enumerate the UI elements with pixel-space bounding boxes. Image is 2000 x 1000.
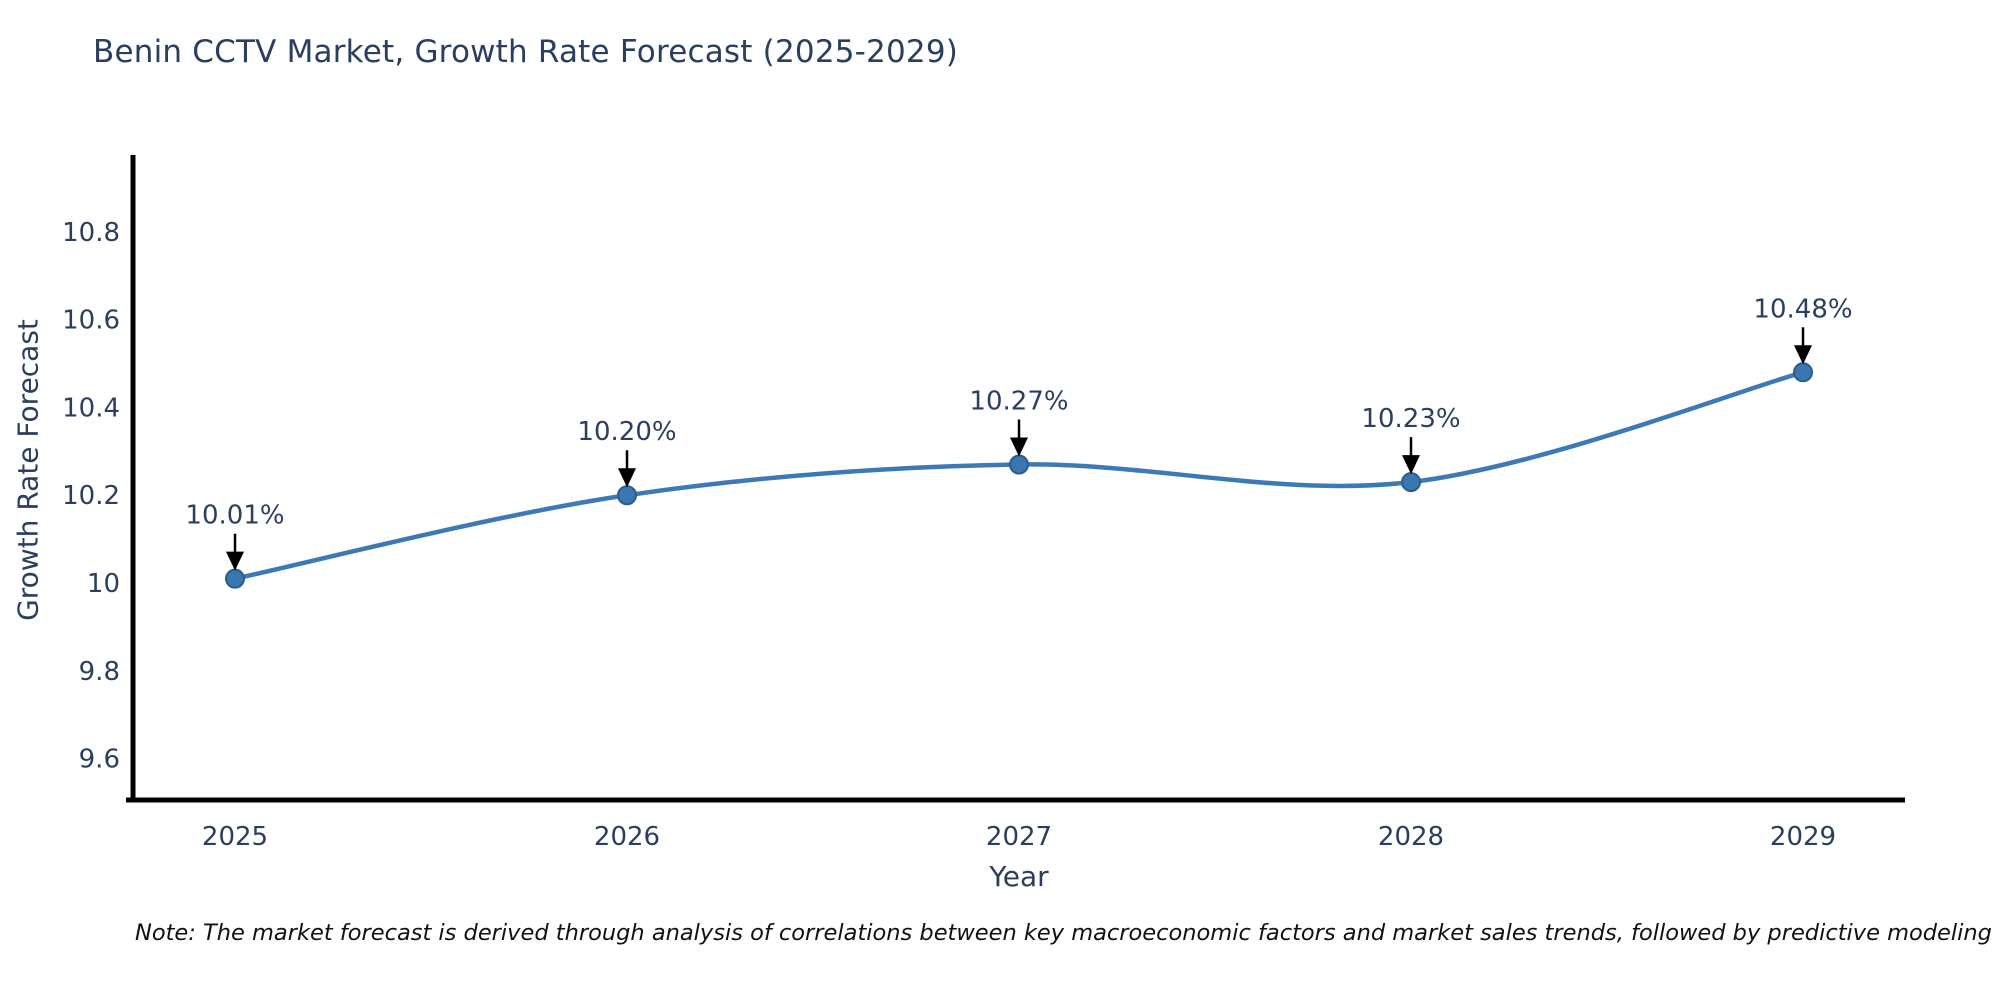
y-tick-label: 10.8	[62, 218, 120, 248]
x-tick-label: 2028	[1378, 822, 1444, 852]
data-point-2029	[1793, 362, 1813, 383]
annotation-arrow-head	[1402, 455, 1420, 475]
x-tick-label: 2027	[986, 822, 1052, 852]
chart-title: Benin CCTV Market, Growth Rate Forecast …	[93, 34, 959, 70]
y-tick-label: 10.4	[62, 393, 120, 423]
data-point-2026	[617, 485, 637, 506]
x-tick-label: 2025	[202, 822, 268, 852]
x-tick-label: 2026	[594, 822, 660, 852]
y-tick-label: 9.6	[79, 745, 120, 775]
data-point-label: 10.48%	[1753, 294, 1852, 324]
data-point-label: 10.23%	[1361, 404, 1460, 434]
annotation-arrow-head	[618, 468, 636, 488]
data-point-2025	[225, 568, 245, 589]
footnote: Note: The market forecast is derived thr…	[135, 920, 2000, 946]
y-tick-label: 9.8	[79, 657, 120, 687]
data-point-label: 10.01%	[185, 501, 284, 531]
y-tick-label: 10	[87, 569, 120, 599]
annotation-arrow-head	[1794, 345, 1812, 365]
y-axis-title: Growth Rate Forecast	[11, 319, 45, 621]
annotation-arrow-head	[1010, 437, 1028, 457]
data-point-2027	[1009, 454, 1029, 475]
annotation-arrow-head	[226, 551, 244, 571]
data-point-2028	[1401, 472, 1421, 493]
x-tick-label: 2029	[1770, 822, 1836, 852]
data-point-label: 10.27%	[969, 387, 1068, 417]
y-tick-label: 10.2	[62, 481, 120, 511]
y-tick-label: 10.6	[62, 306, 120, 336]
data-point-label: 10.20%	[577, 417, 676, 447]
x-axis-title: Year	[989, 860, 1049, 893]
